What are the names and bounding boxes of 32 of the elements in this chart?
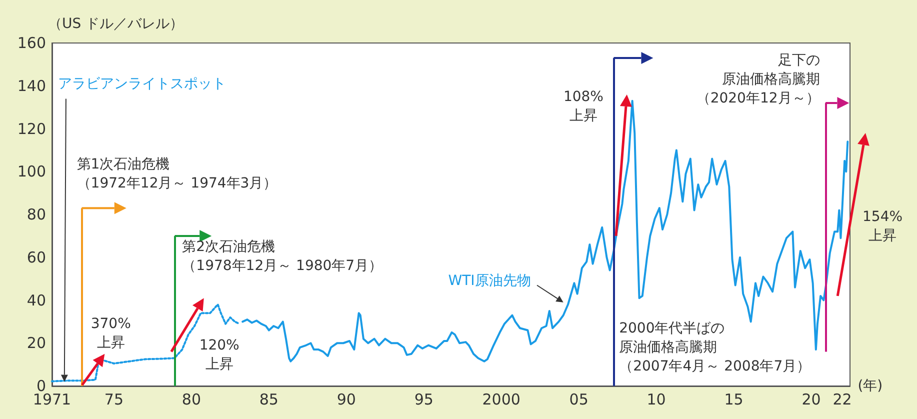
x-tick-label: 05: [569, 390, 588, 408]
x-tick-label: 75: [104, 390, 124, 408]
ref-line-label: 2000年代半ばの原油価格高騰期（2007年4月～ 2008年7月）: [619, 320, 811, 374]
y-tick-label: 140: [17, 76, 46, 95]
y-tick-label: 100: [17, 162, 46, 181]
ref-line-label: 第2次石油危機（1978年12月～ 1980年7月）: [182, 238, 383, 274]
y-tick-label: 120: [17, 120, 46, 138]
y-tick-label: 20: [26, 334, 46, 352]
text: WTI原油先物: [448, 273, 531, 290]
text: アラビアンライトスポット: [58, 76, 226, 92]
y-tick-label: 80: [26, 206, 46, 224]
line-series: [51, 304, 240, 382]
y-tick-label: 160: [17, 34, 46, 52]
annotation: 370% 上昇: [90, 316, 131, 352]
annotation: 108% 上昇: [563, 88, 604, 124]
ref-line-label: 足下の原油価格高騰期（2020年12月～）: [696, 52, 820, 106]
ref-line-label: 第1次石油危機（1972年12月～ 1974年3月）: [76, 156, 278, 192]
y-tick-label: 40: [26, 291, 46, 310]
annotation: 120% 上昇: [199, 338, 240, 373]
x-tick-label: 10: [646, 390, 666, 408]
y-tick-label: 60: [26, 248, 46, 266]
x-tick-label: 20: [802, 390, 821, 408]
y-axis-title: （US ドル／バレル）: [48, 16, 184, 32]
x-tick-label: 90: [336, 390, 356, 408]
x-tick-label: 85: [259, 390, 278, 408]
x-tick-label: 22: [832, 390, 852, 408]
x-tick-label: 2000: [482, 390, 520, 408]
x-axis-title: (年): [858, 378, 883, 394]
x-tick-label: 80: [182, 390, 202, 408]
x-tick-label: 15: [724, 390, 744, 408]
text: 154% 上昇: [862, 208, 903, 244]
x-tick-label: 95: [414, 390, 434, 408]
